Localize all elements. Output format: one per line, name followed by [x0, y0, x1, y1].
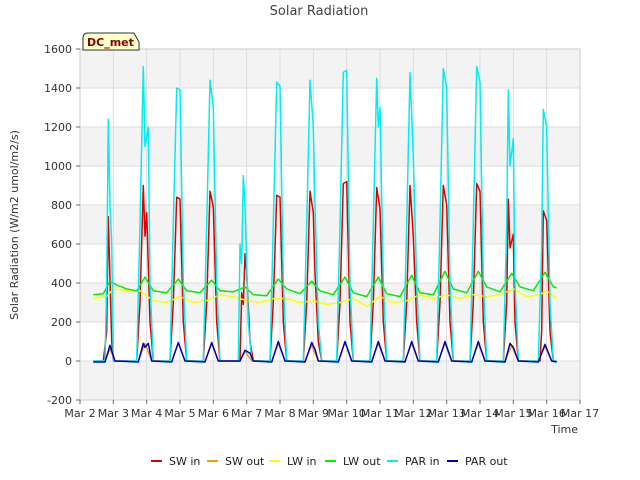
- x-axis-ticks: Mar 2 Mar 3 Mar 4 Mar 5 Mar 6 Mar 7 Mar 8 Mar 9…: [64, 400, 599, 420]
- site-label-text: DC_met: [87, 36, 134, 49]
- y-tick-label: 1400: [44, 82, 72, 95]
- x-tick-label: Mar 9: [298, 407, 329, 420]
- x-tick-label: Mar 3: [98, 407, 129, 420]
- series-line-par-out: [93, 340, 557, 363]
- plot-background-bands: [80, 49, 580, 400]
- plot-band: [80, 322, 580, 361]
- plot-band: [80, 49, 580, 88]
- y-tick-label: 1200: [44, 121, 72, 134]
- x-tick-label: Mar 13: [428, 407, 466, 420]
- y-tick-label: 1600: [44, 43, 72, 56]
- y-tick-label: 200: [51, 316, 72, 329]
- legend: SW in SW out LW in LW out PAR in PAR out: [151, 455, 508, 468]
- site-label-box: DC_met: [82, 32, 140, 51]
- series-line-lw-in: [93, 288, 558, 308]
- chart-title: Solar Radiation: [270, 4, 369, 19]
- x-axis-title: Time: [550, 423, 578, 436]
- y-tick-label: -200: [47, 394, 72, 407]
- y-tick-label: 600: [51, 238, 72, 251]
- x-tick-label: Mar 17: [561, 407, 599, 420]
- plot-band: [80, 166, 580, 205]
- x-tick-label: Mar 7: [231, 407, 262, 420]
- plot-band: [80, 88, 580, 127]
- site-label-shape: [82, 32, 140, 51]
- x-tick-label: Mar 11: [361, 407, 399, 420]
- x-tick-label: Mar 4: [131, 407, 162, 420]
- y-tick-label: 800: [51, 199, 72, 212]
- plot-band: [80, 361, 580, 400]
- plot-band: [80, 244, 580, 283]
- y-axis-ticks: -200 0 200 400 600 800 1000 1200 1400 1600: [44, 43, 80, 407]
- y-tick-label: 1000: [44, 160, 72, 173]
- x-tick-label: Mar 8: [264, 407, 295, 420]
- x-tick-label: Mar 15: [494, 407, 532, 420]
- plot-area-border: [79, 48, 581, 401]
- legend-label: PAR out: [465, 455, 508, 468]
- plot-band: [80, 127, 580, 166]
- legend-label: SW out: [225, 455, 265, 468]
- legend-label: LW in: [287, 455, 317, 468]
- y-tick-label: 400: [51, 277, 72, 290]
- x-tick-label: Mar 10: [328, 407, 366, 420]
- x-tick-label: Mar 16: [528, 407, 566, 420]
- x-tick-label: Mar 12: [394, 407, 432, 420]
- legend-label: LW out: [343, 455, 381, 468]
- y-axis-title: Solar Radiation (W/m2 umol/m2/s): [8, 130, 21, 320]
- series-layer: [93, 65, 558, 363]
- x-tick-label: Mar 6: [198, 407, 229, 420]
- y-tick-label: 0: [65, 355, 72, 368]
- x-tick-label: Mar 5: [164, 407, 195, 420]
- legend-label: PAR in: [405, 455, 440, 468]
- x-tick-label: Mar 14: [461, 407, 499, 420]
- plot-band: [80, 205, 580, 244]
- legend-label: SW in: [169, 455, 200, 468]
- series-line-sw-in: [93, 180, 557, 362]
- x-tick-label: Mar 2: [64, 407, 95, 420]
